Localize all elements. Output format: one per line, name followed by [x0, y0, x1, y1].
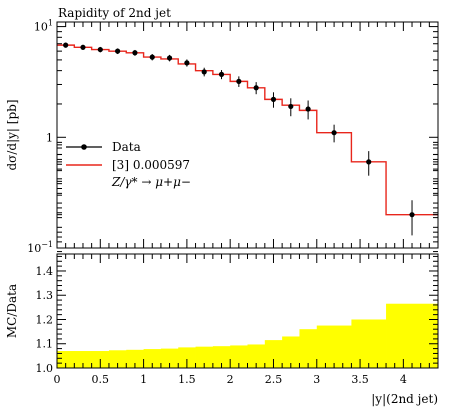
legend-mc-label: [3] 0.000597 [112, 158, 190, 172]
legend-process-note: Z/γ* → μ+μ− [111, 175, 191, 189]
x-tick-label: 1.5 [178, 373, 196, 386]
chart-title: Rapidity of 2nd jet [58, 6, 171, 20]
data-point [184, 60, 190, 66]
ratio-band-bin [178, 347, 196, 368]
ratio-band-bin [247, 344, 266, 368]
ratio-y-tick-label: 1.1 [36, 338, 54, 351]
y-tick-label: 101 [34, 19, 53, 34]
x-tick-label: 1 [140, 373, 147, 386]
data-point [97, 46, 103, 53]
ratio-band-bin [264, 340, 283, 368]
data-point [218, 71, 225, 77]
legend-data-marker [81, 144, 87, 150]
data-point [270, 96, 277, 102]
legend-entry-data: Data [66, 140, 141, 154]
data-point [201, 69, 207, 75]
x-tick-label: 2.5 [265, 373, 283, 386]
ratio-band-bin [195, 346, 214, 368]
main-y-axis-label: dσ/d|y| [pb] [5, 99, 19, 170]
main-plot-frame [56, 21, 439, 249]
legend-entry-mc: [3] 0.000597 [66, 158, 190, 172]
data-point [253, 85, 259, 91]
data-point [409, 212, 415, 218]
x-tick-label: 0 [54, 373, 61, 386]
ratio-band-bin [108, 350, 127, 368]
legend: Data [3] 0.000597 Z/γ* → μ+μ− [66, 140, 191, 189]
data-point [366, 159, 372, 165]
legend-data-label: Data [112, 140, 141, 154]
ratio-band-bin [57, 351, 75, 368]
x-tick-label: 2 [227, 373, 234, 386]
data-point [305, 106, 311, 112]
data-point [166, 55, 173, 61]
ratio-band-bin [160, 348, 179, 368]
ratio-band-bin [351, 319, 387, 368]
data-point [63, 42, 69, 48]
data-point [149, 54, 155, 60]
data-point [115, 48, 121, 54]
ratio-band-bin [282, 336, 300, 368]
ratio-y-tick-label: 1.4 [36, 265, 54, 278]
data-points [63, 42, 415, 236]
y-tick-exponent: 1 [48, 19, 53, 28]
y-tick-exponent: −1 [41, 240, 53, 249]
x-tick-label: 3.5 [351, 373, 369, 386]
y-tick-label: 10−1 [27, 240, 53, 255]
ratio-band [57, 303, 439, 368]
x-axis-label: |y|(2nd jet) [371, 392, 438, 406]
x-tick-label: 3 [313, 373, 320, 386]
ratio-band-bin [299, 329, 318, 368]
ratio-y-tick-label: 1.0 [36, 362, 54, 375]
ratio-band-bin [230, 345, 248, 368]
x-tick-label: 0.5 [92, 373, 110, 386]
data-point [288, 103, 294, 110]
data-point [236, 78, 242, 84]
ratio-band-bin [386, 303, 439, 368]
ratio-band-bin [143, 349, 162, 368]
ratio-band-bin [126, 349, 144, 368]
y-tick-label: 1 [46, 131, 53, 144]
x-tick-label: 4 [400, 373, 407, 386]
data-point [132, 50, 138, 56]
ratio-y-axis-label: MC/Data [5, 284, 19, 338]
ratio-band-bin [212, 346, 231, 368]
data-point [331, 130, 337, 136]
ratio-band-bin [316, 325, 352, 368]
mc-step-line [57, 44, 438, 216]
ratio-y-tick-label: 1.2 [36, 313, 54, 326]
data-point [80, 44, 86, 50]
mc-step-histogram [57, 44, 438, 216]
ratio-y-tick-label: 1.3 [36, 289, 54, 302]
ratio-band-bin [74, 351, 93, 368]
